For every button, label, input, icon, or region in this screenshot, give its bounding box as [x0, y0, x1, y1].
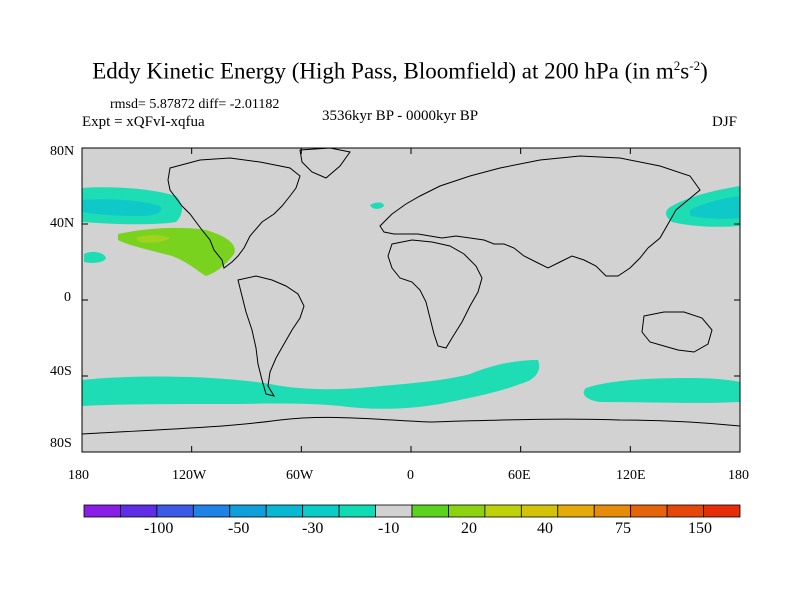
colorbar-swatch: [484, 504, 522, 518]
lon-label-60w: 60W: [286, 468, 314, 483]
coastlines: [81, 147, 741, 435]
lat-tick-marks: [82, 147, 740, 453]
colorbar-swatch: [703, 504, 741, 518]
colorbar-label-150: 150: [688, 520, 712, 537]
experiment-label: Expt = xQFvI-xqfua: [82, 114, 205, 130]
colorbar-swatch: [520, 504, 559, 518]
season-label: DJF: [712, 114, 738, 130]
colorbar-swatch: [192, 504, 231, 518]
lon-label-120e: 120E: [616, 468, 646, 483]
patch-north-pacific-core: [82, 199, 162, 216]
lat-label-40s: 40S: [50, 364, 72, 379]
colorbar-swatch: [411, 504, 449, 518]
colorbar-swatch: [557, 504, 595, 518]
lon-label-180e: 180: [728, 468, 749, 483]
colorbar: [83, 504, 741, 518]
colorbar-swatch: [338, 504, 376, 518]
patch-north-atlantic-small: [370, 202, 384, 209]
lat-label-80s: 80S: [50, 436, 72, 451]
colorbar-swatch: [302, 504, 340, 518]
coast-eurasia: [379, 155, 701, 277]
patch-subtropical-pacific-core: [136, 235, 170, 243]
coast-antarctica: [81, 416, 741, 435]
colorbar-swatch: [265, 504, 304, 518]
colorbar-label-neg100: -100: [144, 520, 174, 537]
colorbar-swatch: [120, 504, 158, 518]
colorbar-label-75: 75: [615, 520, 631, 537]
colorbar-swatch: [229, 504, 267, 518]
lat-label-0: 0: [64, 290, 71, 305]
coast-north-america: [167, 157, 301, 269]
patch-hawaii-small: [84, 251, 106, 263]
colorbar-label-neg30: -30: [302, 520, 324, 537]
patch-southern-ocean-pacific: [82, 360, 540, 409]
plot-title: Eddy Kinetic Energy (High Pass, Bloomfie…: [92, 58, 708, 84]
patch-southern-ocean-indian: [583, 378, 740, 403]
lon-tick-marks: [81, 148, 741, 452]
colorbar-swatch: [156, 504, 194, 518]
coast-africa: [387, 239, 483, 349]
coast-south-america: [237, 275, 305, 397]
colorbar-label-neg50: -50: [228, 520, 250, 537]
lat-label-80n: 80N: [50, 144, 75, 159]
lon-label-180w: 180: [68, 468, 89, 483]
coast-australia: [641, 311, 713, 353]
lon-label-120w: 120W: [172, 468, 207, 483]
colorbar-label-40: 40: [537, 520, 553, 537]
colorbar-swatch: [375, 504, 413, 518]
anomaly-patches: [82, 186, 740, 409]
colorbar-label-20: 20: [461, 520, 477, 537]
stats-text: rmsd= 5.87872 diff= -2.01182: [110, 97, 280, 112]
lon-label-0: 0: [407, 468, 414, 483]
colorbar-swatch: [630, 504, 668, 518]
patch-kamchatka-core: [690, 196, 740, 219]
colorbar-swatch: [666, 504, 704, 518]
coast-greenland: [299, 147, 351, 179]
colorbar-swatch: [448, 504, 486, 518]
lat-label-40n: 40N: [50, 216, 75, 231]
period-label: 3536kyr BP - 0000kyr BP: [321, 108, 479, 124]
lon-label-60e: 60E: [508, 468, 531, 483]
colorbar-swatch: [83, 504, 121, 518]
colorbar-label-neg10: -10: [378, 520, 400, 537]
colorbar-swatch: [593, 504, 632, 518]
